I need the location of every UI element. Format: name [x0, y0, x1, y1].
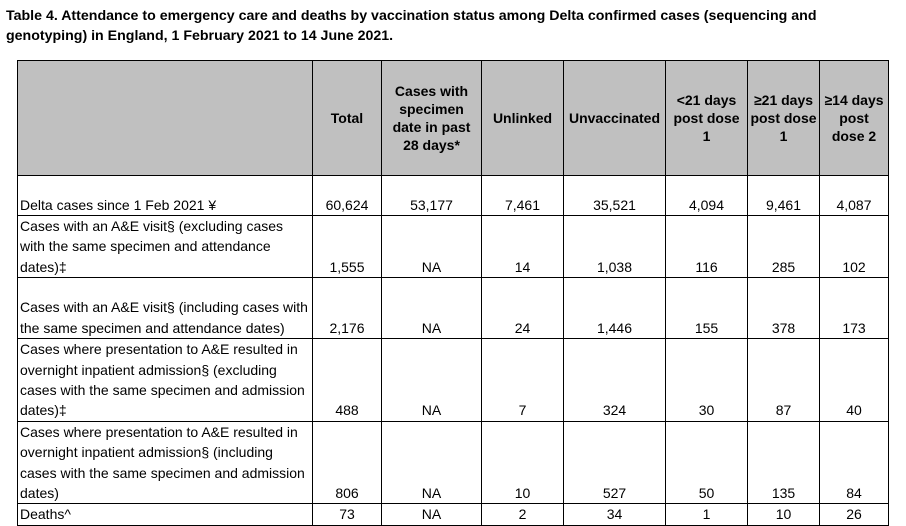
cell-value: NA — [381, 420, 482, 505]
cell-value: 84 — [819, 420, 889, 505]
header-past-28-days: Cases with specimen date in past 28 days… — [381, 60, 482, 176]
cell-value: 378 — [747, 277, 820, 340]
row-label: Delta cases since 1 Feb 2021 ¥ — [17, 175, 313, 216]
cell-value: 53,177 — [381, 175, 482, 216]
cell-value: 73 — [312, 503, 382, 526]
cell-value: 40 — [819, 338, 889, 422]
cell-value: 14 — [481, 214, 564, 279]
table-row: Cases with an A&E visit§ (excluding case… — [17, 214, 889, 279]
table-title: Table 4. Attendance to emergency care an… — [6, 8, 817, 44]
cell-value: 24 — [481, 277, 564, 340]
cell-value: 60,624 — [312, 175, 382, 216]
cell-value: 1 — [665, 503, 748, 526]
table-row: Cases with an A&E visit§ (including case… — [17, 277, 889, 340]
cell-value: NA — [381, 503, 482, 526]
cell-value: 1,555 — [312, 214, 382, 279]
table-row: Delta cases since 1 Feb 2021 ¥60,624 53,1… — [17, 175, 889, 216]
cell-value: 324 — [563, 338, 666, 422]
cell-value: 4,094 — [665, 175, 748, 216]
cell-value: 285 — [747, 214, 820, 279]
header-unvaccinated: Unvaccinated — [563, 60, 666, 176]
cell-value: 7 — [481, 338, 564, 422]
cell-value: 7,461 — [481, 175, 564, 216]
cell-value: 1,446 — [563, 277, 666, 340]
row-label: Cases with an A&E visit§ (excluding case… — [17, 214, 313, 279]
header-blank — [17, 60, 313, 176]
cell-value: 35,521 — [563, 175, 666, 216]
cell-value: NA — [381, 338, 482, 422]
header-ge21-dose1: ≥21 days post dose 1 — [747, 60, 820, 176]
cell-value: 10 — [481, 420, 564, 505]
table-row: Cases where presentation to A&E resulted… — [17, 338, 889, 422]
header-unlinked: Unlinked — [481, 60, 564, 176]
header-total: Total — [312, 60, 382, 176]
cell-value: 488 — [312, 338, 382, 422]
cell-value: 34 — [563, 503, 666, 526]
cell-value: 50 — [665, 420, 748, 505]
cell-value: 155 — [665, 277, 748, 340]
header-ge14-dose2: ≥14 days post dose 2 — [819, 60, 889, 176]
table-row: Cases where presentation to A&E resulted… — [17, 420, 889, 505]
row-label: Cases where presentation to A&E resulted… — [17, 338, 313, 422]
cell-value: 2 — [481, 503, 564, 526]
cell-value: 4,087 — [819, 175, 889, 216]
cell-value: 9,461 — [747, 175, 820, 216]
header-lt21-dose1: <21 days post dose 1 — [665, 60, 748, 176]
cell-value: 116 — [665, 214, 748, 279]
cell-value: 26 — [819, 503, 889, 526]
cell-value: NA — [381, 277, 482, 340]
cell-value: NA — [381, 214, 482, 279]
row-label: Cases where presentation to A&E resulted… — [17, 420, 313, 505]
cell-value: 87 — [747, 338, 820, 422]
row-label: Deaths^ — [17, 503, 313, 526]
cell-value: 10 — [747, 503, 820, 526]
cell-value: 30 — [665, 338, 748, 422]
cell-value: 1,038 — [563, 214, 666, 279]
header-row: Total Cases with specimen date in past 2… — [17, 60, 889, 176]
cell-value: 806 — [312, 420, 382, 505]
cell-value: 527 — [563, 420, 666, 505]
table-row: Deaths^ 73 NA 2 34 1 10 26 — [17, 503, 889, 526]
cell-value: 2,176 — [312, 277, 382, 340]
cell-value: 102 — [819, 214, 889, 279]
cell-value: 173 — [819, 277, 889, 340]
cell-value: 135 — [747, 420, 820, 505]
row-label: Cases with an A&E visit§ (including case… — [17, 277, 313, 340]
attendance-table: Total Cases with specimen date in past 2… — [17, 60, 889, 526]
